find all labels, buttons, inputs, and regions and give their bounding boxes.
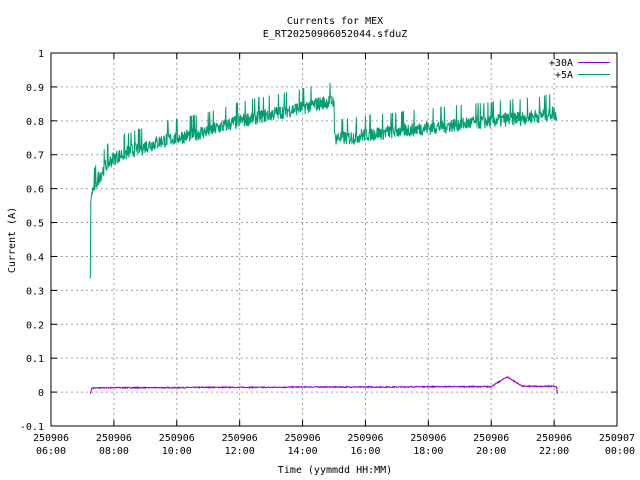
x-tick-time: 22:00 — [539, 446, 569, 457]
plot-frame — [50, 52, 618, 427]
y-tick-label: 0.9 — [26, 83, 44, 94]
x-tick-time: 08:00 — [99, 446, 129, 457]
x-tick-date: 250906 — [33, 433, 69, 444]
y-tick-label: 1 — [38, 49, 44, 60]
y-tick-label: 0.3 — [26, 286, 44, 297]
x-axis: 250906 06:00 250906 08:00 250906 10:00 250906 1… — [33, 53, 635, 457]
y-tick-label: 0.5 — [26, 219, 44, 230]
x-tick-date: 250906 — [473, 433, 509, 444]
x-tick-date: 250906 — [96, 433, 132, 444]
y-tick-label: 0.8 — [26, 117, 44, 128]
y-tick-label: 0.2 — [26, 320, 44, 331]
x-tick-time: 06:00 — [36, 446, 66, 457]
y-tick-label: 0.1 — [26, 354, 44, 365]
x-tick-time: 10:00 — [162, 446, 192, 457]
x-tick-time: 16:00 — [350, 446, 380, 457]
x-tick-time: 14:00 — [288, 446, 318, 457]
legend-label: +5A — [555, 70, 573, 81]
y-tick-label: 0 — [38, 388, 44, 399]
x-tick-date: 250906 — [222, 433, 258, 444]
y-tick-label: 0.4 — [26, 252, 44, 263]
x-tick-date: 250906 — [347, 433, 383, 444]
series-line-30a — [89, 376, 558, 394]
legend-label: +30A — [549, 58, 573, 69]
x-tick-time: 18:00 — [413, 446, 443, 457]
series-line-5a — [89, 82, 558, 279]
x-tick-time: 12:00 — [225, 446, 255, 457]
x-axis-label: Time (yymmdd HH:MM) — [278, 465, 392, 476]
series-layer — [89, 82, 558, 394]
x-tick-date: 250906 — [159, 433, 195, 444]
x-tick-date: 250906 — [284, 433, 320, 444]
chart-title: Currents for MEX — [287, 16, 383, 27]
x-tick-date: 250906 — [536, 433, 572, 444]
chart-subtitle: E_RT20250906052044.sfduZ — [263, 29, 408, 40]
y-axis-label: Current (A) — [7, 207, 18, 273]
legend: +30A+5A — [549, 58, 610, 81]
y-tick-label: 0.7 — [26, 151, 44, 162]
x-tick-date: 250907 — [599, 433, 635, 444]
x-tick-date: 250906 — [410, 433, 446, 444]
x-tick-time: 00:00 — [605, 446, 635, 457]
y-tick-label: 0.6 — [26, 185, 44, 196]
y-tick-label: -0.1 — [20, 422, 44, 433]
x-tick-time: 20:00 — [476, 446, 506, 457]
